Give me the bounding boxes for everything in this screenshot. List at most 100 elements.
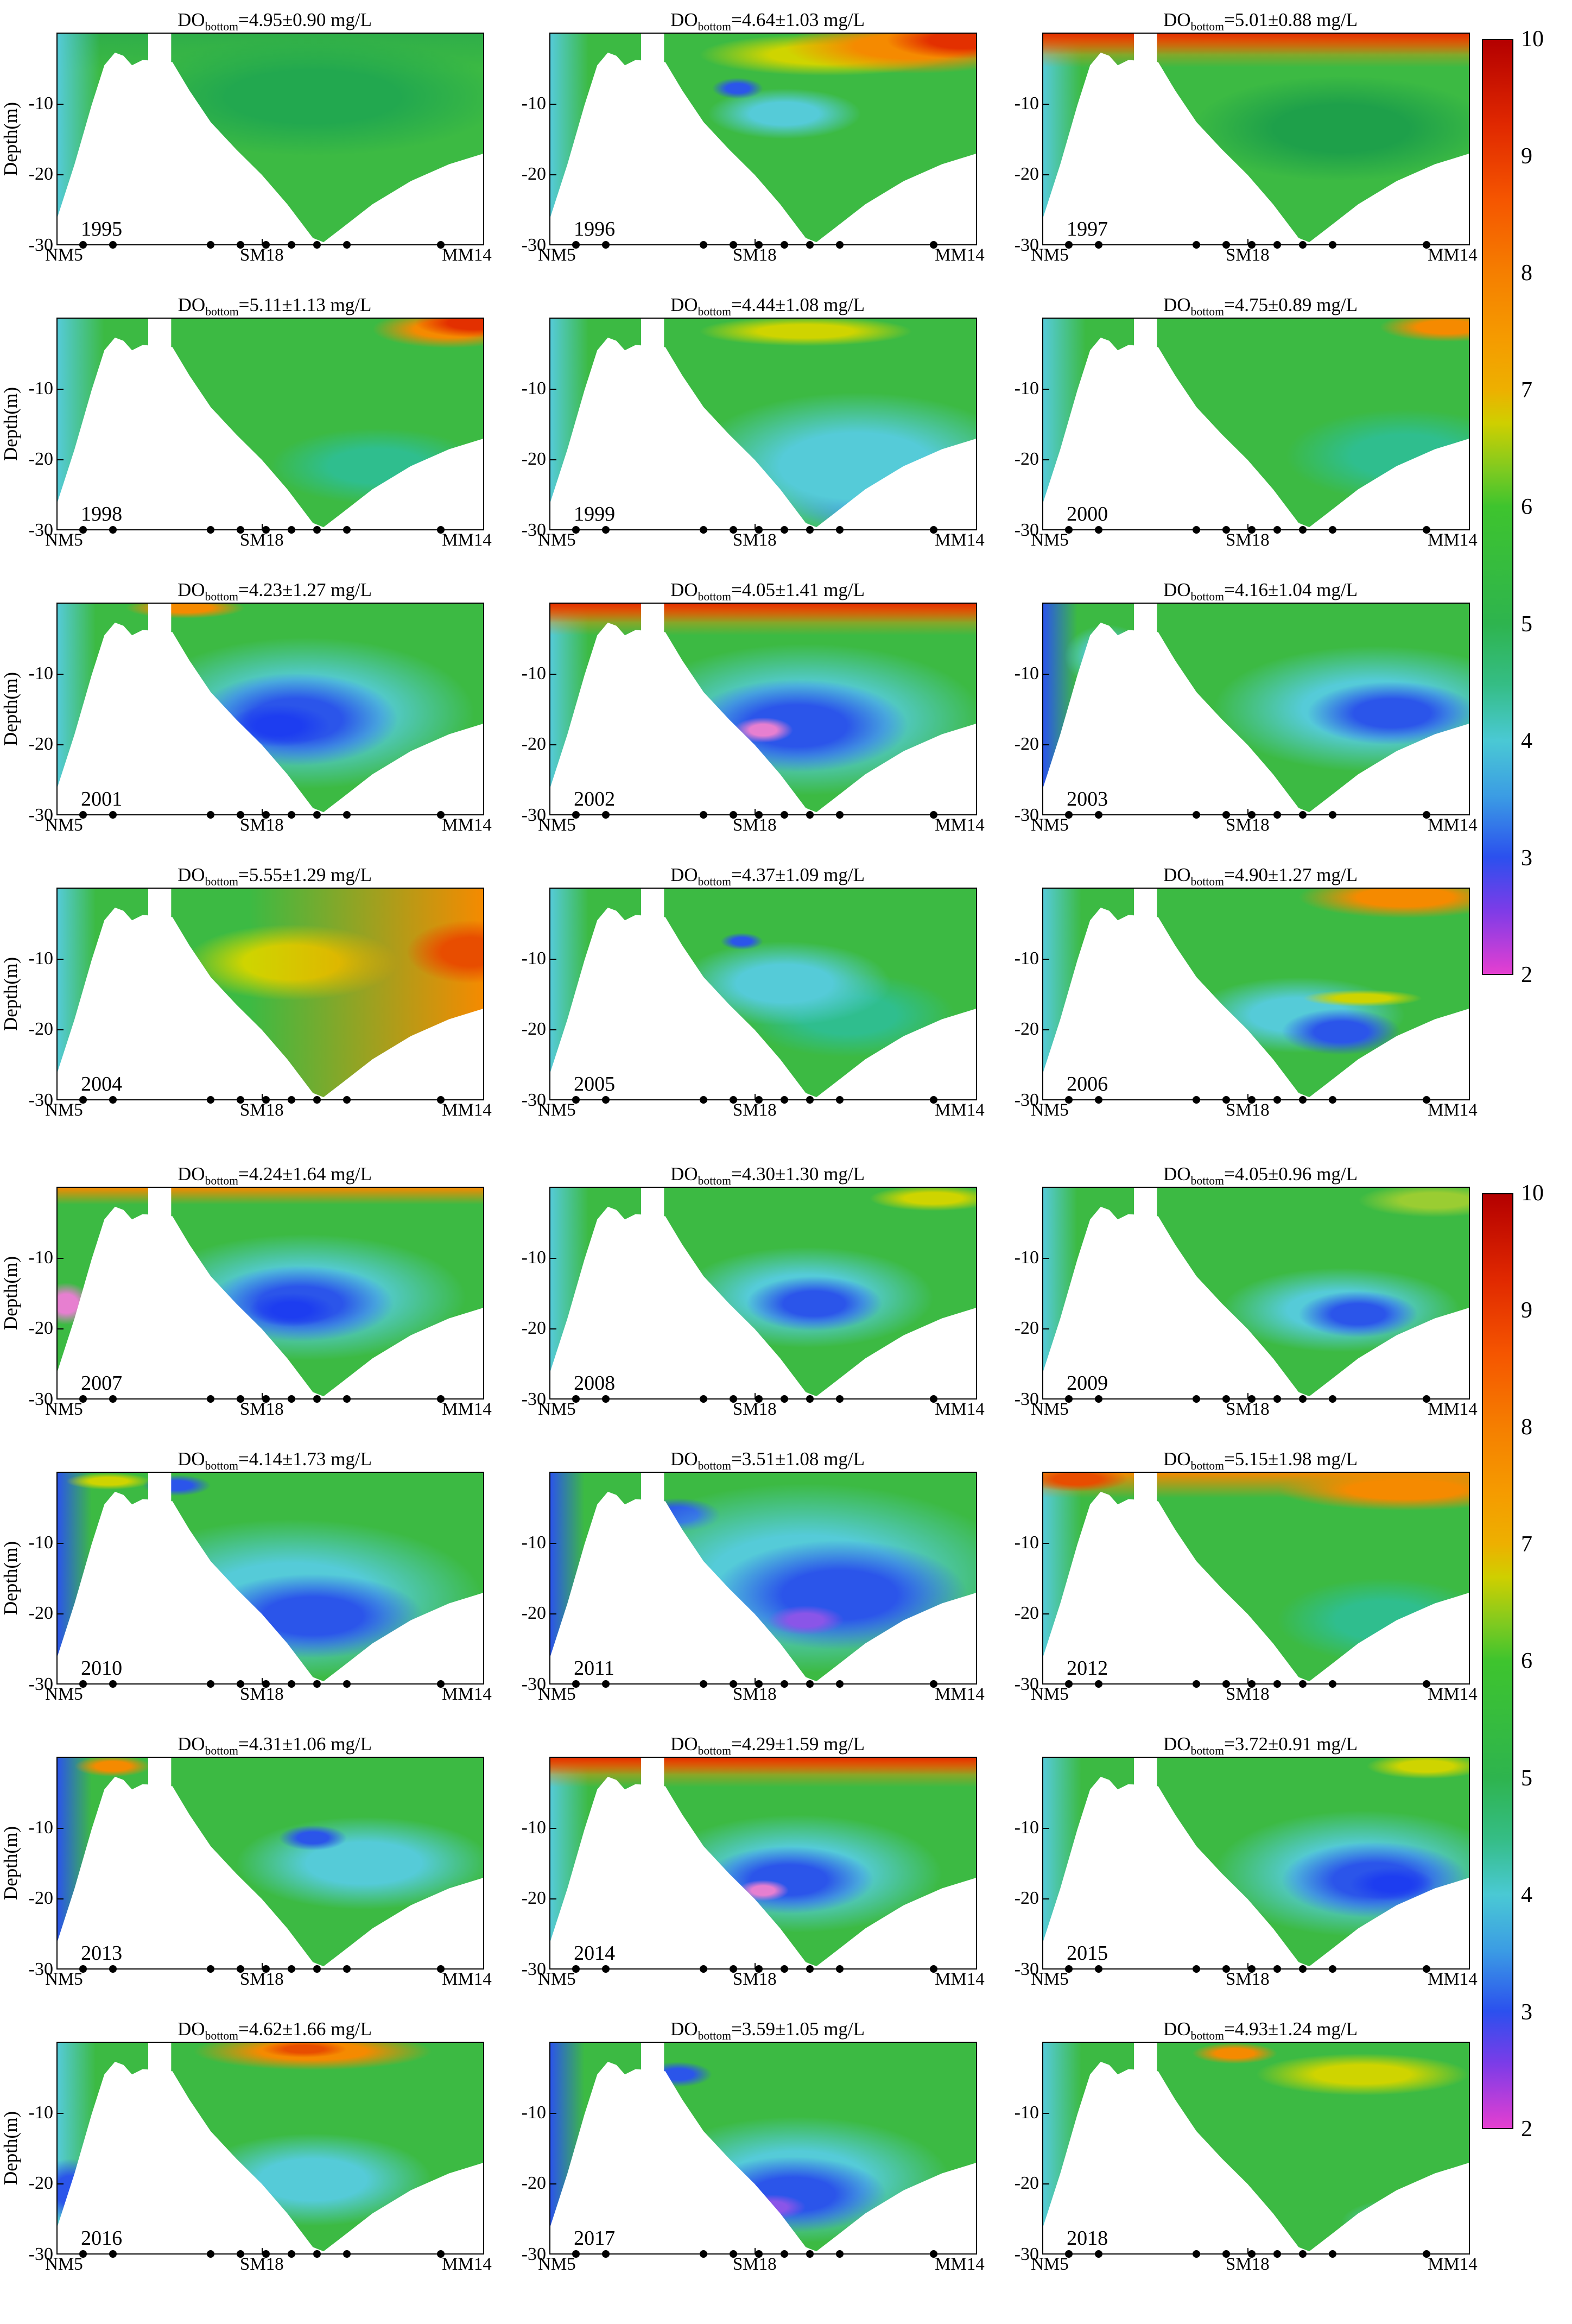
station-dot xyxy=(929,1395,937,1403)
do-sub: bottom xyxy=(1190,875,1224,888)
x-tick-left: NM5 xyxy=(1031,815,1069,835)
year-label: 1995 xyxy=(81,218,123,241)
station-dot xyxy=(730,526,738,534)
panel-title: DObottom=5.55±1.29 mg/L xyxy=(0,863,493,888)
station-dot xyxy=(755,526,763,534)
bathymetry-mask xyxy=(58,34,483,244)
station-dot xyxy=(79,1680,87,1688)
y-tick-labels: -10 -20 -30 xyxy=(514,888,546,1109)
panel-body: Depth(m) -10-20-30 2009 xyxy=(986,1187,1479,1408)
plot-area: 2017 xyxy=(549,2042,977,2258)
y-tick-label: -10 xyxy=(1014,93,1039,113)
do-sub: bottom xyxy=(205,1174,238,1187)
do-section-panel: DObottom=4.30±1.30 mg/L Depth(m) -10-20-… xyxy=(493,1157,986,1442)
y-tick-mark xyxy=(1043,1328,1049,1329)
station-dot xyxy=(755,2250,763,2258)
station-dot xyxy=(730,1096,738,1104)
panel-body: Depth(m) -10 -20 -30 2013 xyxy=(0,1757,493,1978)
station-dot xyxy=(237,526,245,534)
do-value: =4.05±1.41 mg/L xyxy=(731,579,865,600)
x-tick-mark xyxy=(1247,524,1249,529)
panel-title: DObottom=4.16±1.04 mg/L xyxy=(986,578,1479,603)
station-dot xyxy=(572,241,580,249)
y-tick-label: -30 xyxy=(28,235,53,255)
station-dot xyxy=(262,241,270,249)
year-label: 2000 xyxy=(1067,503,1108,526)
y-tick-mark xyxy=(58,1898,64,1899)
x-tick-mark xyxy=(755,1678,756,1683)
x-tick-mid: SM18 xyxy=(239,815,284,835)
colorbar-tick-label: 6 xyxy=(1521,1649,1532,1674)
y-axis-gutter: Depth(m) -10 -20 -30 xyxy=(0,1472,56,1693)
panel-title: DObottom=3.51±1.08 mg/L xyxy=(493,1447,986,1472)
bathymetry-mask xyxy=(550,1473,976,1683)
x-tick-mid: SM18 xyxy=(239,1100,284,1120)
station-dot xyxy=(601,526,610,534)
x-tick-left: NM5 xyxy=(1031,1685,1069,1704)
do-section-panel: DObottom=4.90±1.27 mg/L Depth(m) -10-20-… xyxy=(986,858,1479,1143)
bathymetry-mask xyxy=(1043,1188,1469,1398)
station-dot xyxy=(313,1395,321,1403)
x-tick-mid: SM18 xyxy=(732,815,777,835)
station-dot xyxy=(207,811,215,819)
y-tick-mark xyxy=(58,389,64,390)
y-tick-mark xyxy=(550,2113,556,2114)
panel-title: DObottom=4.14±1.73 mg/L xyxy=(0,1447,493,1472)
station-dot xyxy=(313,2250,321,2258)
x-tick-right: MM14 xyxy=(1428,2255,1478,2274)
do-value: =4.29±1.59 mg/L xyxy=(731,1733,865,1755)
y-tick-mark xyxy=(550,1328,556,1329)
y-tick-mark xyxy=(550,674,556,675)
x-tick-right: MM14 xyxy=(442,245,492,265)
do-sub: bottom xyxy=(698,1744,731,1757)
station-dot xyxy=(1094,1395,1102,1403)
panel-grid-top: DObottom=4.95±0.90 mg/L Depth(m) -10 -20-… xyxy=(0,3,1572,1143)
x-tick-labels: NM5 SM18 MM14 xyxy=(538,815,985,838)
station-dot xyxy=(288,1680,296,1688)
x-tick-right: MM14 xyxy=(935,1100,985,1120)
y-tick-label: -30 xyxy=(521,235,546,255)
colorbar-tick-label: 5 xyxy=(1521,1765,1532,1791)
do-multipanel-figure: DObottom=4.95±0.90 mg/L Depth(m) -10 -20-… xyxy=(0,3,1572,2324)
do-value: =4.37±1.09 mg/L xyxy=(731,864,865,885)
station-dot xyxy=(1299,241,1307,249)
y-tick-label: -20 xyxy=(1014,1888,1039,1909)
station-dot xyxy=(601,1096,610,1104)
y-tick-mark xyxy=(1043,2113,1049,2114)
y-tick-mark xyxy=(1043,174,1049,175)
station-dot xyxy=(1065,241,1073,249)
y-tick-labels: -10 -20 -30 xyxy=(1006,1472,1039,1693)
station-dot xyxy=(1094,1096,1102,1104)
do-section-panel: DObottom=4.31±1.06 mg/L Depth(m) -10 -20-… xyxy=(0,1727,493,2012)
plot-area: 2008 xyxy=(549,1187,977,1403)
panel-body: Depth(m) -10-20-30 2014 xyxy=(493,1757,986,1978)
station-dot xyxy=(237,241,245,249)
x-tick-mid: SM18 xyxy=(732,530,777,550)
y-tick-label: -30 xyxy=(521,1959,546,1979)
plot-area: 1997 xyxy=(1042,33,1470,249)
station-dot xyxy=(1299,1096,1307,1104)
x-tick-labels: NM5 SM18 MM14 xyxy=(538,1970,985,1992)
station-dot xyxy=(1065,1395,1073,1403)
y-tick-mark xyxy=(58,2113,64,2114)
y-tick-mark xyxy=(58,1613,64,1614)
y-tick-labels: -10 -20 -30 xyxy=(1006,318,1039,539)
x-tick-right: MM14 xyxy=(1428,245,1478,265)
station-dot xyxy=(207,2250,215,2258)
do-section-panel: DObottom=4.93±1.24 mg/L Depth(m) -10-20-… xyxy=(986,2012,1479,2297)
x-tick-mid: SM18 xyxy=(239,530,284,550)
panel-title: DObottom=3.59±1.05 mg/L xyxy=(493,2017,986,2042)
x-tick-labels: NM5 SM18 MM14 xyxy=(1031,1400,1478,1422)
panel-body: Depth(m) -10 -20 -30 1998 xyxy=(0,318,493,539)
station-dot xyxy=(836,1395,844,1403)
x-tick-mark xyxy=(1247,1094,1249,1099)
station-dot xyxy=(700,526,708,534)
do-value: =4.05±0.96 mg/L xyxy=(1224,1163,1358,1185)
station-dot xyxy=(1248,1680,1256,1688)
station-dot xyxy=(109,1680,117,1688)
station-dot xyxy=(436,1680,445,1688)
station-dot xyxy=(1065,1965,1073,1973)
panel-title: DObottom=3.72±0.91 mg/L xyxy=(986,1732,1479,1757)
y-tick-labels: -10 -20 -30 xyxy=(514,1187,546,1408)
do-label: DO xyxy=(177,1448,205,1470)
